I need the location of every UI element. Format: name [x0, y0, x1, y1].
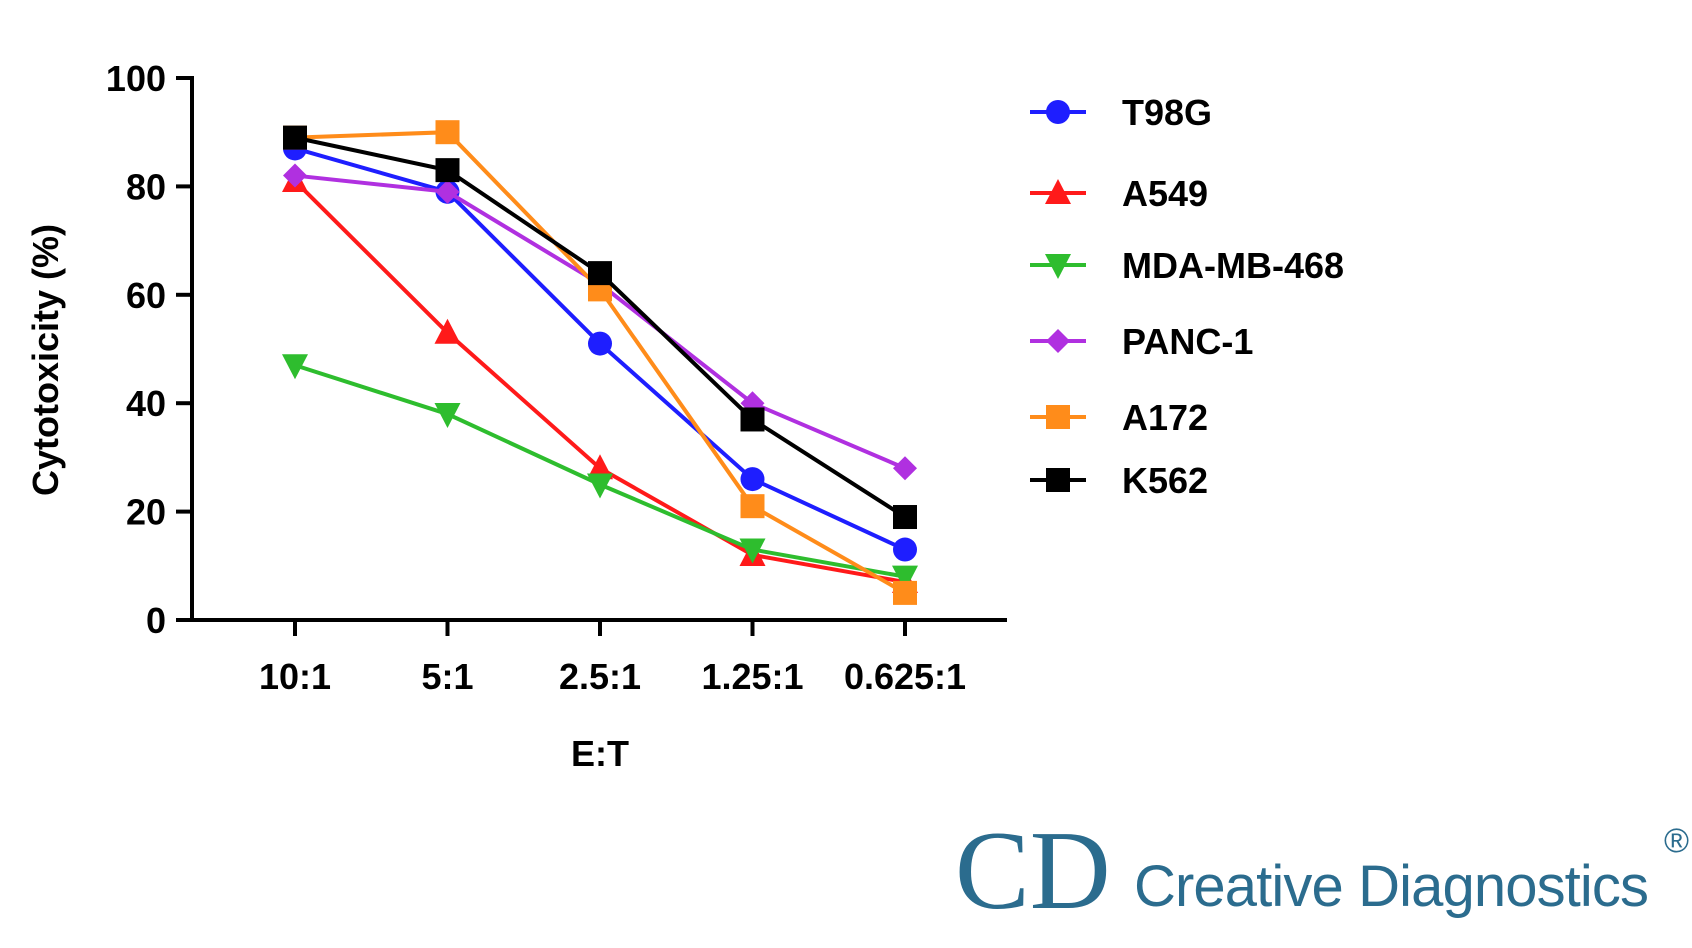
point: [893, 505, 917, 530]
series-line: [294, 173, 906, 471]
y-tick-label: 0: [146, 600, 166, 641]
legend-label: MDA-MB-468: [1122, 245, 1344, 286]
point: [739, 538, 766, 564]
y-tick-label: 60: [126, 275, 166, 316]
logo-name: Creative Diagnostics: [1134, 854, 1649, 919]
point: [283, 163, 307, 188]
point: [283, 125, 307, 150]
y-tick-label: 100: [106, 58, 166, 99]
point: [434, 403, 461, 429]
point: [1046, 100, 1070, 124]
point: [588, 331, 612, 356]
point: [435, 179, 460, 204]
legend-label: K562: [1122, 460, 1208, 501]
series-line: [294, 130, 906, 595]
point: [435, 158, 460, 183]
point: [282, 354, 308, 380]
point: [740, 494, 765, 519]
x-tick-label: 2.5:1: [559, 656, 641, 697]
point: [893, 537, 917, 562]
legend-label: T98G: [1122, 92, 1212, 133]
point: [1046, 468, 1070, 492]
point: [740, 467, 765, 492]
legend-label: A172: [1122, 397, 1208, 438]
point: [893, 580, 917, 605]
point: [1046, 405, 1070, 429]
x-tick-label: 10:1: [259, 656, 331, 697]
point: [435, 120, 460, 145]
x-tick-label: 5:1: [421, 656, 473, 697]
y-tick-label: 80: [126, 166, 166, 207]
x-tick-label: 0.625:1: [844, 656, 966, 697]
legend-label: PANC-1: [1122, 321, 1253, 362]
point: [588, 261, 612, 286]
point: [434, 318, 461, 344]
x-axis-title: E:T: [571, 733, 629, 774]
point: [1046, 329, 1070, 353]
y-tick-label: 40: [126, 383, 166, 424]
logo-mark: CD: [955, 809, 1111, 933]
series-line: [293, 179, 906, 585]
point: [740, 407, 765, 432]
point: [892, 565, 918, 591]
point: [893, 456, 917, 481]
point: [587, 454, 613, 480]
y-axis-title: Cytotoxicity (%): [25, 224, 66, 496]
logo-registered: ®: [1664, 822, 1689, 860]
point: [1045, 254, 1071, 279]
x-tick-label: 1.25:1: [701, 656, 803, 697]
legend-label: A549: [1122, 173, 1208, 214]
y-tick-label: 20: [126, 492, 166, 533]
point: [587, 473, 613, 499]
point: [1045, 179, 1071, 204]
